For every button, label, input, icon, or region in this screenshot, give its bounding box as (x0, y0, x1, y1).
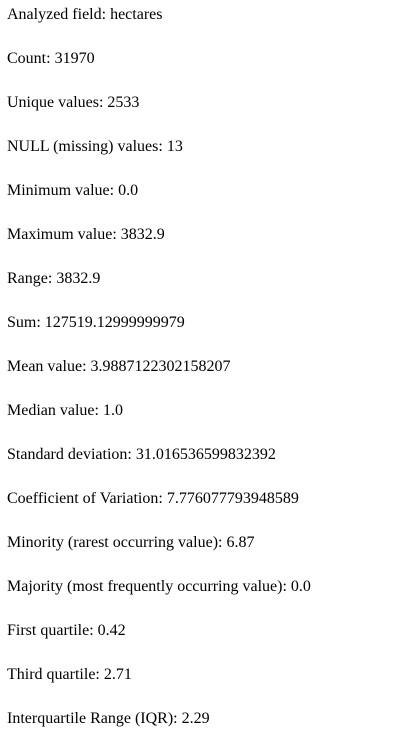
stat-count: Count: 31970 (7, 50, 95, 67)
stat-majority: Majority (most frequently occurring valu… (7, 578, 311, 595)
stat-minimum-value: Minimum value: 0.0 (7, 182, 139, 199)
stat-sum: Sum: 127519.12999999979 (7, 314, 185, 331)
stat-range: Range: 3832.9 (7, 270, 101, 287)
stat-maximum-value: Maximum value: 3832.9 (7, 226, 165, 243)
stat-standard-deviation: Standard deviation: 31.016536599832392 (7, 446, 276, 463)
stat-third-quartile: Third quartile: 2.71 (7, 666, 132, 683)
stat-minority: Minority (rarest occurring value): 6.87 (7, 534, 255, 551)
stat-analyzed-field: Analyzed field: hectares (7, 6, 163, 23)
stat-coefficient-of-variation: Coefficient of Variation: 7.776077793948… (7, 490, 299, 507)
stat-null-values: NULL (missing) values: 13 (7, 138, 183, 155)
stat-interquartile-range: Interquartile Range (IQR): 2.29 (7, 710, 210, 727)
stat-unique-values: Unique values: 2533 (7, 94, 140, 111)
stat-median-value: Median value: 1.0 (7, 402, 123, 419)
stat-mean-value: Mean value: 3.9887122302158207 (7, 358, 231, 375)
stat-first-quartile: First quartile: 0.42 (7, 622, 126, 639)
